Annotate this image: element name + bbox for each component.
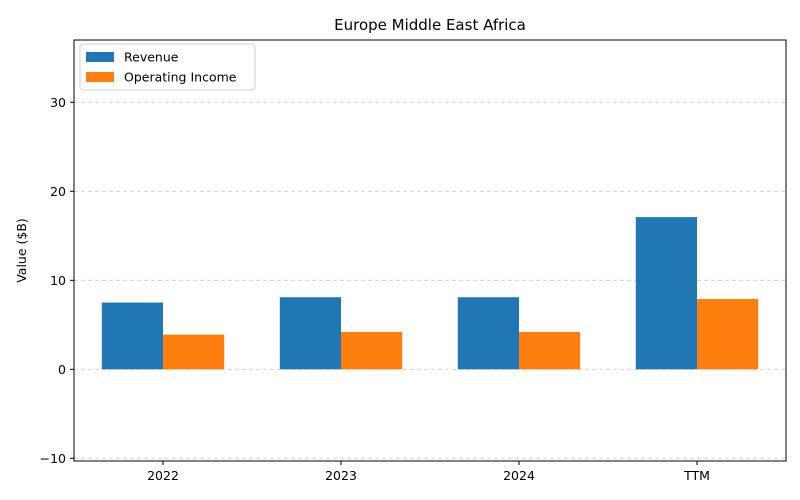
bar-revenue-ttm xyxy=(635,217,697,370)
y-axis-label: Value ($B) xyxy=(14,218,29,283)
plot-frame xyxy=(73,39,787,462)
bar-revenue-2023 xyxy=(279,297,341,370)
legend-label: Operating Income xyxy=(124,70,237,85)
bar-revenue-2024 xyxy=(457,297,519,370)
bar-operating-income-2023 xyxy=(341,331,403,370)
x-tick-label: 2024 xyxy=(503,468,535,483)
y-tick-label: 30 xyxy=(50,95,66,110)
legend-swatch xyxy=(86,52,114,62)
bar-operating-income-2024 xyxy=(519,331,581,370)
bar-operating-income-ttm xyxy=(697,299,759,370)
legend-swatch xyxy=(86,72,114,82)
x-tick-label: 2022 xyxy=(147,468,179,483)
bars-layer xyxy=(101,217,759,370)
x-tick-label: 2023 xyxy=(325,468,357,483)
legend-label: Revenue xyxy=(124,50,179,65)
legend: Revenue Operating Income xyxy=(79,43,256,91)
y-tick-label: 0 xyxy=(58,362,66,377)
bar-revenue-2022 xyxy=(101,302,163,370)
legend-box xyxy=(79,43,256,91)
axes-layer: −10 0 10 20 30 2022 2023 2024 TTM xyxy=(40,95,710,483)
y-tick-label: 10 xyxy=(50,273,66,288)
x-tick-label: TTM xyxy=(683,468,710,483)
chart-title: Europe Middle East Africa xyxy=(334,16,526,34)
y-tick-label: −10 xyxy=(40,451,66,466)
y-tick-label: 20 xyxy=(50,184,66,199)
bar-operating-income-2022 xyxy=(163,334,225,370)
